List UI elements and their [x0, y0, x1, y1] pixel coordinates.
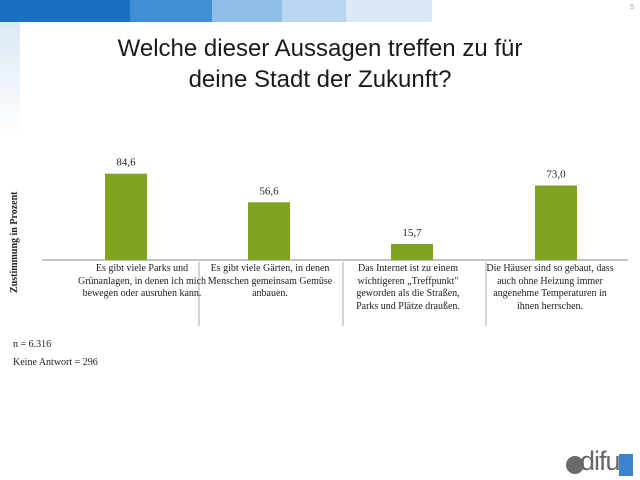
bar — [105, 173, 147, 260]
slide-title: Welche dieser Aussagen treffen zu für de… — [60, 33, 580, 95]
band-segment — [346, 0, 432, 22]
top-color-band — [0, 0, 640, 22]
category-label: Das Internet ist zu einem wichtigeren „T… — [356, 263, 460, 312]
bar-value-label: 73,0 — [546, 169, 566, 181]
band-segment — [0, 0, 130, 22]
bar-value-label: 56,6 — [259, 185, 279, 197]
sample-size: n = 6.316 — [13, 339, 52, 350]
difu-logo: difu — [563, 446, 635, 478]
logo-mark — [566, 454, 633, 476]
bar — [391, 243, 433, 260]
title-line-1: Welche dieser Aussagen treffen zu für — [117, 35, 523, 62]
category-label: Die Häuser sind so gebaut, dass auch ohn… — [486, 263, 614, 312]
band-segment — [282, 0, 346, 22]
logo-dot — [566, 456, 584, 474]
title-line-2: deine Stadt der Zukunft? — [188, 66, 452, 93]
category-label: Es gibt viele Gärten, in denen Menschen … — [207, 263, 333, 299]
logo-text: difu — [580, 446, 621, 476]
band-segment — [130, 0, 212, 22]
bar — [248, 202, 290, 260]
category-label: Es gibt viele Parks und Grünanlagen, in … — [78, 263, 207, 299]
band-segment — [212, 0, 282, 22]
bar — [535, 185, 577, 260]
page-number: 5 — [630, 4, 634, 11]
left-accent-strip — [0, 22, 20, 137]
no-answer-count: Keine Antwort = 296 — [13, 357, 98, 368]
bar-value-label: 15,7 — [402, 227, 422, 239]
bar-value-label: 84,6 — [116, 157, 136, 169]
logo-blue-block — [619, 454, 633, 476]
